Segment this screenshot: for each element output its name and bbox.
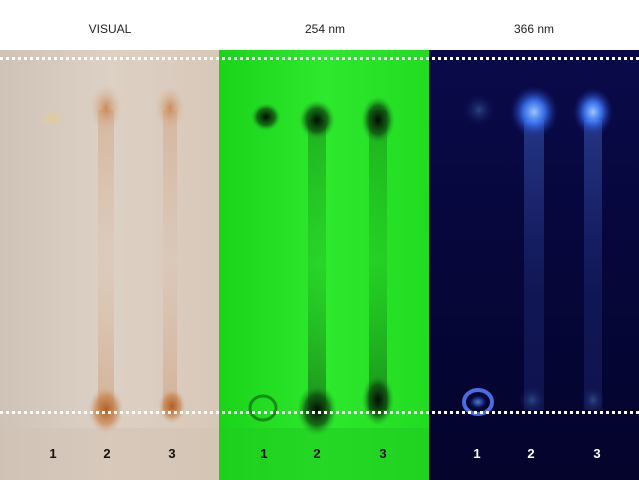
uv366-lane2-origin-spot — [518, 386, 546, 414]
header-366nm: 366 nm — [513, 22, 555, 36]
header-visual: VISUAL — [88, 22, 132, 36]
visual-lane2-origin-spot — [88, 386, 124, 434]
visual-lane1-top-spot — [39, 109, 65, 127]
uv366-lane1-origin-ring — [462, 388, 494, 416]
uv254-lane2-origin-spot — [297, 384, 337, 436]
origin-line — [0, 411, 639, 414]
visual-lane2-streak — [98, 110, 114, 410]
panel-visual: 1 2 3 — [0, 50, 219, 480]
header-254nm: 254 nm — [304, 22, 346, 36]
uv366-lane-number-3: 3 — [593, 446, 601, 461]
panel-366nm: 1 2 3 — [429, 50, 639, 480]
visual-lane3-streak — [163, 110, 177, 410]
uv254-lane1-top-spot — [251, 103, 281, 131]
panel-254nm: 1 2 3 — [219, 50, 429, 480]
visual-lane3-top-spot — [155, 86, 185, 130]
uv254-lane2-streak — [308, 120, 326, 410]
uv254-lane-number-1: 1 — [260, 446, 268, 461]
uv366-lane2-streak — [524, 120, 544, 410]
uv366-lane3-origin-spot — [581, 386, 605, 414]
uv366-lane3-streak — [584, 120, 602, 410]
uv254-lane3-top-spot — [361, 96, 395, 144]
uv366-lane2-top-spot — [510, 86, 558, 138]
uv254-lane3-origin-spot — [362, 374, 394, 426]
visual-lane2-top-spot — [90, 84, 122, 132]
uv254-lane2-top-spot — [299, 100, 335, 140]
uv254-plate-image — [219, 50, 429, 480]
visual-lane-number-1: 1 — [49, 446, 57, 461]
uv366-lane3-top-spot — [573, 88, 613, 136]
uv366-plate-image — [429, 50, 639, 480]
uv254-lane1-origin-ring — [248, 394, 278, 422]
uv366-lane-number-1: 1 — [473, 446, 481, 461]
visual-lane3-origin-spot — [158, 388, 186, 424]
header-bar: VISUAL 254 nm 366 nm — [0, 0, 639, 50]
uv366-lane1-top-spot — [463, 94, 495, 126]
uv254-lane-number-2: 2 — [313, 446, 321, 461]
uv254-lane-number-3: 3 — [379, 446, 387, 461]
uv366-lane-number-2: 2 — [527, 446, 535, 461]
visual-plate-image — [0, 50, 219, 480]
solvent-front-line — [0, 57, 639, 60]
visual-lane-number-3: 3 — [168, 446, 176, 461]
uv254-lane3-streak — [369, 110, 387, 410]
visual-lane-number-2: 2 — [103, 446, 111, 461]
